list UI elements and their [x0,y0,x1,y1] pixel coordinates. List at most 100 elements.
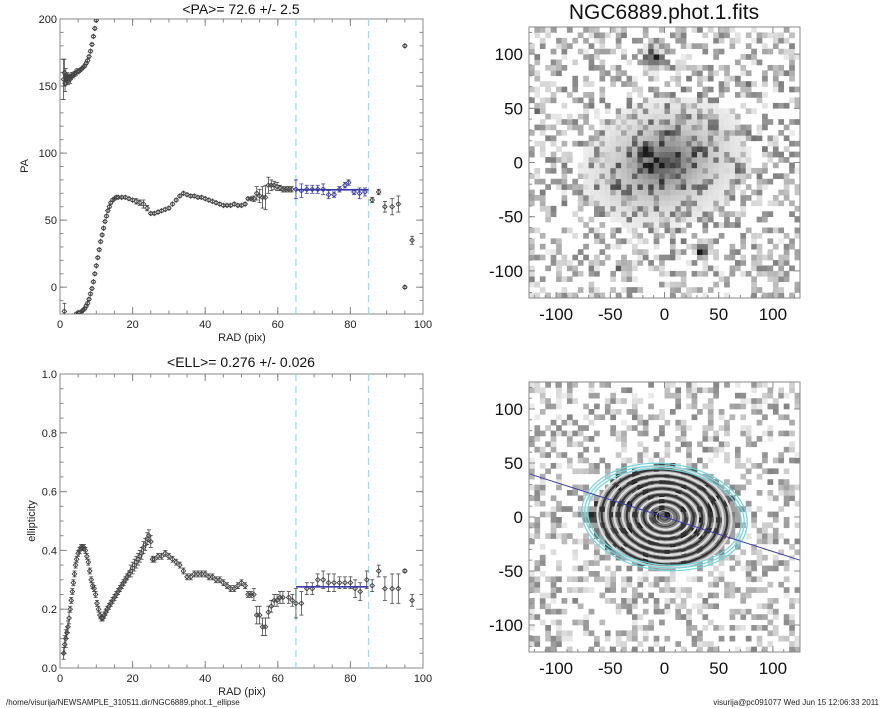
image-pixel [675,222,682,228]
data-point [89,285,95,292]
image-pixel [534,195,541,201]
data-point [147,210,154,217]
image-pixel [718,425,725,431]
image-pixel [621,436,627,442]
image-pixel [545,113,551,120]
image-pixel [664,506,671,512]
image-pixel [529,576,535,583]
image-pixel [707,27,714,33]
data-point [136,553,143,560]
image-pixel [778,484,785,491]
image-pixel [588,64,595,71]
image-pixel [577,32,584,39]
image-pixel [642,205,649,212]
image-pixel [561,292,568,299]
image-pixel [539,592,546,599]
image-pixel [686,54,692,60]
image-pixel [594,184,600,190]
image-pixel [734,59,741,66]
image-pixel [783,635,790,642]
image-pixel [637,195,644,201]
image-pixel [794,227,801,234]
image-pixel [637,441,644,448]
data-point [325,579,332,586]
image-pixel [556,70,562,77]
image-pixel [556,178,562,185]
image-pixel [794,281,801,288]
image-pixel [637,581,644,588]
image-pixel [702,446,709,453]
image-pixel [648,146,654,152]
image-pixel [610,211,617,217]
image-pixel [653,452,660,458]
image-pixel [653,108,660,115]
image-pixel [767,292,774,299]
image-pixel [626,527,633,534]
image-pixel [594,189,600,196]
image-pixel [762,646,768,653]
image-pixel [713,387,719,394]
image-pixel [772,146,779,152]
data-point [227,585,234,592]
image-pixel [713,517,719,523]
image-pixel [556,86,562,93]
image-pixel [631,216,638,223]
data-point [285,594,292,601]
image-pixel [637,254,644,261]
image-pixel [789,75,795,82]
image-pixel [637,167,644,174]
image-pixel [642,32,649,39]
image-pixel [539,276,546,283]
image-pixel [659,151,665,158]
image-pixel [566,113,573,120]
image-pixel [691,249,698,255]
image-pixel [653,64,660,71]
data-point [265,182,272,189]
image-pixel [675,500,682,507]
image-pixel [680,32,687,39]
image-pixel [539,200,546,207]
image-pixel [577,522,584,529]
image-pixel [615,184,622,190]
image-pixel [653,608,660,615]
image-pixel [594,414,600,421]
image-pixel [621,129,627,136]
image-pixel [664,419,671,426]
image-pixel [724,167,730,174]
image-pixel [550,592,557,599]
image-pixel [751,382,757,388]
data-point [61,641,68,648]
image-pixel [669,527,676,534]
image-pixel [686,608,692,615]
image-pixel [653,468,660,475]
image-pixel [756,189,763,196]
image-pixel [745,32,752,39]
image-pixel [550,463,557,469]
image-pixel [707,167,714,174]
image-pixel [659,97,665,104]
image-pixel [778,157,785,163]
image-pixel [783,538,790,545]
image-pixel [669,495,676,502]
image-pixel [550,576,557,583]
image-pixel [631,409,638,415]
image-pixel [772,287,779,293]
image-pixel [751,646,757,653]
image-pixel [707,113,714,120]
image-pixel [610,189,617,196]
image-pixel [621,140,627,147]
image-pixel [718,151,725,158]
data-point [356,190,363,197]
image-pixel [767,135,774,142]
image-pixel [686,382,692,388]
image-pixel [664,576,671,583]
image-pixel [734,92,741,98]
image-pixel [653,146,660,152]
image-pixel [756,260,763,266]
image-pixel [702,119,709,125]
image-pixel [572,37,579,44]
image-pixel [529,538,535,545]
image-pixel [740,625,747,631]
data-point [88,576,95,583]
image-pixel [615,452,622,458]
